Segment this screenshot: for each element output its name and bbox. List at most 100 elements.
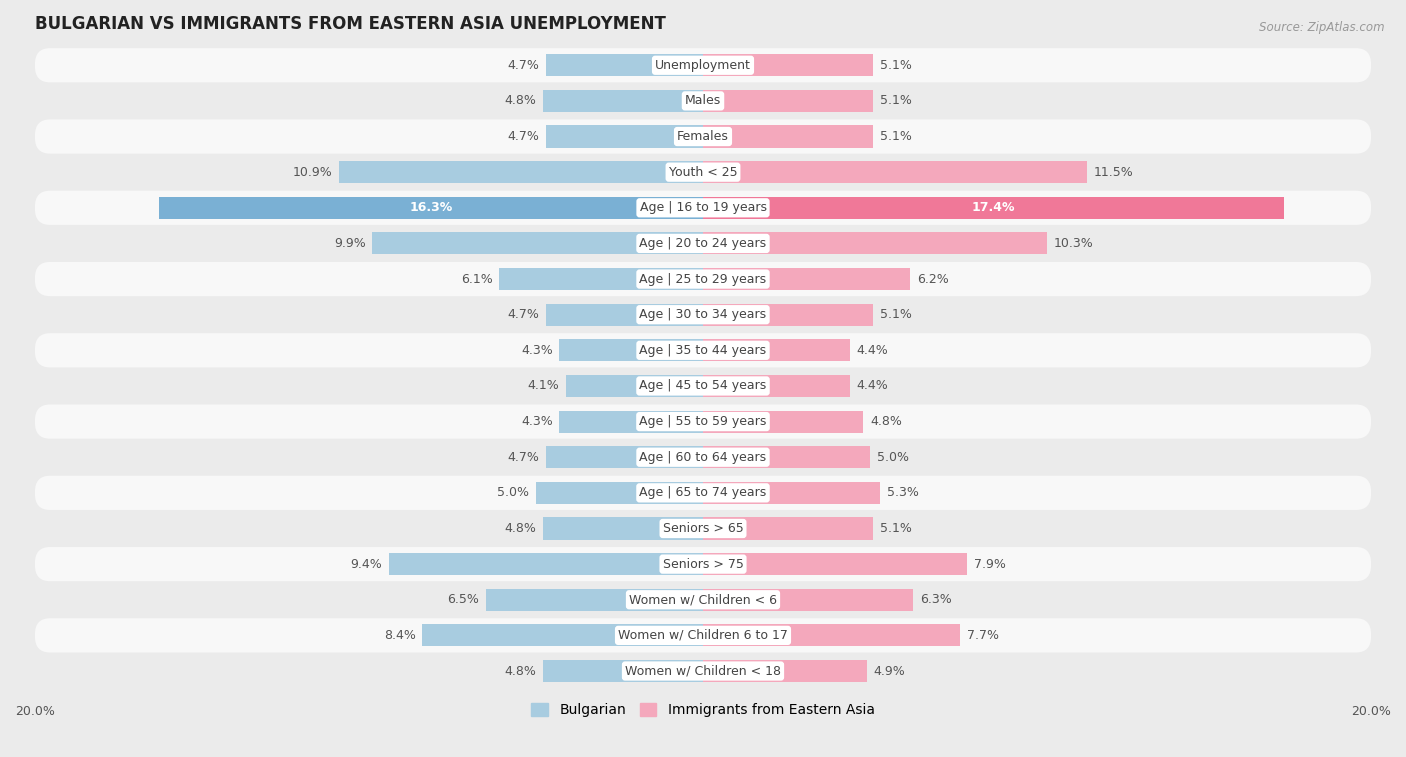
- FancyBboxPatch shape: [35, 48, 1371, 83]
- FancyBboxPatch shape: [35, 440, 1371, 475]
- Text: Seniors > 75: Seniors > 75: [662, 558, 744, 571]
- Bar: [703, 589, 914, 611]
- Bar: [703, 197, 1284, 219]
- Bar: [560, 410, 703, 433]
- Text: BULGARIAN VS IMMIGRANTS FROM EASTERN ASIA UNEMPLOYMENT: BULGARIAN VS IMMIGRANTS FROM EASTERN ASI…: [35, 15, 666, 33]
- Text: 16.3%: 16.3%: [409, 201, 453, 214]
- Bar: [159, 197, 703, 219]
- Bar: [499, 268, 703, 290]
- FancyBboxPatch shape: [35, 618, 1371, 653]
- FancyBboxPatch shape: [35, 512, 1371, 546]
- Text: 4.7%: 4.7%: [508, 450, 540, 464]
- FancyBboxPatch shape: [35, 155, 1371, 189]
- Text: 5.1%: 5.1%: [880, 59, 912, 72]
- FancyBboxPatch shape: [35, 369, 1371, 403]
- Bar: [486, 589, 703, 611]
- FancyBboxPatch shape: [35, 191, 1371, 225]
- Bar: [567, 375, 703, 397]
- Bar: [703, 232, 1047, 254]
- FancyBboxPatch shape: [35, 84, 1371, 118]
- Bar: [703, 625, 960, 646]
- Text: 6.1%: 6.1%: [461, 273, 492, 285]
- Bar: [546, 126, 703, 148]
- Bar: [546, 55, 703, 76]
- Bar: [703, 410, 863, 433]
- Text: 4.8%: 4.8%: [505, 95, 536, 107]
- Text: Age | 65 to 74 years: Age | 65 to 74 years: [640, 486, 766, 500]
- Bar: [703, 660, 866, 682]
- Text: 8.4%: 8.4%: [384, 629, 416, 642]
- Text: 6.5%: 6.5%: [447, 593, 479, 606]
- Bar: [703, 55, 873, 76]
- Text: Unemployment: Unemployment: [655, 59, 751, 72]
- Bar: [703, 339, 851, 361]
- Bar: [560, 339, 703, 361]
- Text: Youth < 25: Youth < 25: [669, 166, 737, 179]
- Legend: Bulgarian, Immigrants from Eastern Asia: Bulgarian, Immigrants from Eastern Asia: [526, 698, 880, 723]
- FancyBboxPatch shape: [35, 583, 1371, 617]
- FancyBboxPatch shape: [35, 298, 1371, 332]
- Text: 9.9%: 9.9%: [333, 237, 366, 250]
- Text: Source: ZipAtlas.com: Source: ZipAtlas.com: [1260, 21, 1385, 34]
- Bar: [703, 126, 873, 148]
- Text: Age | 60 to 64 years: Age | 60 to 64 years: [640, 450, 766, 464]
- Text: Seniors > 65: Seniors > 65: [662, 522, 744, 535]
- Text: Women w/ Children < 18: Women w/ Children < 18: [626, 665, 780, 678]
- FancyBboxPatch shape: [35, 120, 1371, 154]
- Bar: [703, 161, 1087, 183]
- Text: Age | 55 to 59 years: Age | 55 to 59 years: [640, 415, 766, 428]
- Text: 5.1%: 5.1%: [880, 308, 912, 321]
- FancyBboxPatch shape: [35, 475, 1371, 510]
- Bar: [422, 625, 703, 646]
- Bar: [703, 90, 873, 112]
- Text: 4.8%: 4.8%: [870, 415, 901, 428]
- Text: 4.3%: 4.3%: [522, 344, 553, 357]
- Text: 5.1%: 5.1%: [880, 95, 912, 107]
- Text: Age | 25 to 29 years: Age | 25 to 29 years: [640, 273, 766, 285]
- Bar: [546, 446, 703, 469]
- Bar: [373, 232, 703, 254]
- Bar: [543, 518, 703, 540]
- Bar: [703, 304, 873, 326]
- Bar: [536, 481, 703, 504]
- Text: Age | 16 to 19 years: Age | 16 to 19 years: [640, 201, 766, 214]
- Bar: [389, 553, 703, 575]
- Bar: [543, 660, 703, 682]
- Bar: [339, 161, 703, 183]
- Text: Women w/ Children 6 to 17: Women w/ Children 6 to 17: [619, 629, 787, 642]
- Text: 7.7%: 7.7%: [967, 629, 998, 642]
- Text: Age | 30 to 34 years: Age | 30 to 34 years: [640, 308, 766, 321]
- Text: 10.9%: 10.9%: [292, 166, 332, 179]
- Text: 10.3%: 10.3%: [1053, 237, 1094, 250]
- Text: 4.8%: 4.8%: [505, 665, 536, 678]
- Text: 4.1%: 4.1%: [527, 379, 560, 392]
- Text: 4.9%: 4.9%: [873, 665, 905, 678]
- Text: Women w/ Children < 6: Women w/ Children < 6: [628, 593, 778, 606]
- FancyBboxPatch shape: [35, 262, 1371, 296]
- Bar: [703, 268, 910, 290]
- Bar: [703, 375, 851, 397]
- Bar: [543, 90, 703, 112]
- Text: 4.7%: 4.7%: [508, 59, 540, 72]
- Text: 5.0%: 5.0%: [498, 486, 529, 500]
- FancyBboxPatch shape: [35, 654, 1371, 688]
- Text: 4.7%: 4.7%: [508, 130, 540, 143]
- Text: Males: Males: [685, 95, 721, 107]
- Text: 5.1%: 5.1%: [880, 130, 912, 143]
- Text: Age | 45 to 54 years: Age | 45 to 54 years: [640, 379, 766, 392]
- Text: 5.3%: 5.3%: [887, 486, 918, 500]
- Text: 4.8%: 4.8%: [505, 522, 536, 535]
- Text: Females: Females: [678, 130, 728, 143]
- FancyBboxPatch shape: [35, 333, 1371, 367]
- Text: 9.4%: 9.4%: [350, 558, 382, 571]
- Bar: [703, 518, 873, 540]
- Text: 7.9%: 7.9%: [973, 558, 1005, 571]
- FancyBboxPatch shape: [35, 404, 1371, 439]
- Text: 17.4%: 17.4%: [972, 201, 1015, 214]
- Text: Age | 35 to 44 years: Age | 35 to 44 years: [640, 344, 766, 357]
- Bar: [703, 481, 880, 504]
- Text: 4.4%: 4.4%: [856, 344, 889, 357]
- Bar: [703, 446, 870, 469]
- Bar: [546, 304, 703, 326]
- Text: 11.5%: 11.5%: [1094, 166, 1133, 179]
